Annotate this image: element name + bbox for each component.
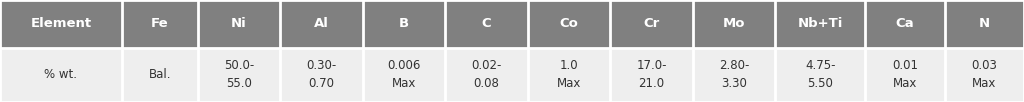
Bar <box>693 48 775 102</box>
Text: 4.75-
5.50: 4.75- 5.50 <box>805 59 836 90</box>
Text: C: C <box>482 17 492 30</box>
Text: 0.01
Max: 0.01 Max <box>892 59 918 90</box>
Bar <box>281 0 362 48</box>
Text: Element: Element <box>31 17 91 30</box>
Bar <box>198 48 281 102</box>
Text: 0.02-
0.08: 0.02- 0.08 <box>471 59 502 90</box>
Text: Al: Al <box>314 17 329 30</box>
Text: Ca: Ca <box>896 17 914 30</box>
Bar <box>610 0 693 48</box>
Text: 2.80-
3.30: 2.80- 3.30 <box>719 59 750 90</box>
Text: 1.0
Max: 1.0 Max <box>557 59 582 90</box>
Bar <box>865 48 945 102</box>
Bar <box>775 48 865 102</box>
Bar <box>362 0 445 48</box>
Bar <box>527 48 610 102</box>
Bar <box>122 48 198 102</box>
Bar <box>362 48 445 102</box>
Text: Bal.: Bal. <box>148 68 171 81</box>
Text: Co: Co <box>560 17 579 30</box>
Text: Cr: Cr <box>643 17 659 30</box>
Bar <box>445 0 527 48</box>
Bar <box>865 0 945 48</box>
Bar <box>945 0 1024 48</box>
Text: 0.006
Max: 0.006 Max <box>387 59 421 90</box>
Bar <box>0 48 122 102</box>
Bar <box>945 48 1024 102</box>
Bar <box>775 0 865 48</box>
Bar <box>198 0 281 48</box>
Bar <box>610 48 693 102</box>
Bar <box>281 48 362 102</box>
Text: Nb+Ti: Nb+Ti <box>798 17 843 30</box>
Text: Fe: Fe <box>151 17 169 30</box>
Text: % wt.: % wt. <box>44 68 78 81</box>
Bar <box>445 48 527 102</box>
Bar <box>693 0 775 48</box>
Text: 17.0-
21.0: 17.0- 21.0 <box>636 59 667 90</box>
Text: 0.03
Max: 0.03 Max <box>972 59 997 90</box>
Text: N: N <box>979 17 990 30</box>
Text: Ni: Ni <box>231 17 247 30</box>
Bar <box>0 0 122 48</box>
Bar <box>527 0 610 48</box>
Text: 50.0-
55.0: 50.0- 55.0 <box>224 59 254 90</box>
Bar <box>122 0 198 48</box>
Text: 0.30-
0.70: 0.30- 0.70 <box>306 59 337 90</box>
Text: Mo: Mo <box>723 17 745 30</box>
Text: B: B <box>399 17 410 30</box>
